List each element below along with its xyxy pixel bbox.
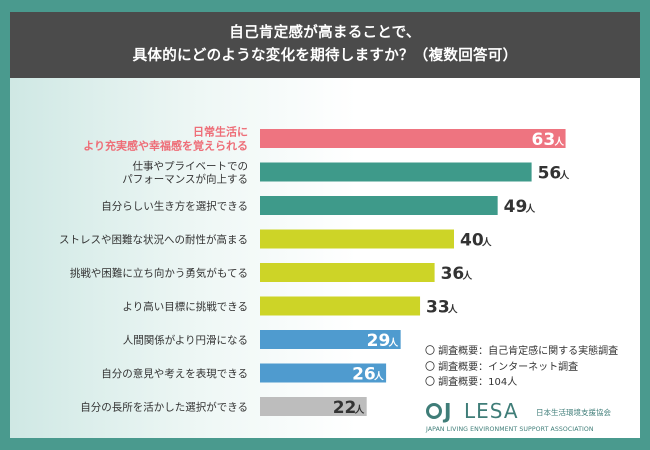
value-label: 49 [504,197,528,217]
category-label: 自分の長所を活かした選択ができる [80,401,248,414]
note-line: 〇 調査概要：104人 [425,377,518,388]
bar [260,296,421,316]
unit-label: 人 [355,404,365,416]
bar [260,263,435,282]
note-line: 〇 調査概要：インターネット調査 [425,361,579,373]
bar [260,363,387,383]
bar [260,330,401,349]
logo-japanese-name: 日本生活環境支援協会 [536,408,611,417]
category-label: 自分らしい生き方を選択できる [101,200,248,213]
note-line: 〇 調査概要：自己肯定感に関する実態調査 [425,346,619,357]
value-label: 56 [538,164,562,184]
unit-label: 人 [555,136,565,148]
value-label: 63 [532,130,556,150]
bar [260,397,367,416]
value-label: 33 [426,298,450,318]
unit-label: 人 [463,270,473,282]
bar [260,162,532,182]
category-label: より充実感や幸福感を覚えられる [83,139,248,153]
value-label: 29 [367,331,391,351]
category-label: より高い目標に挑戦できる [122,300,248,313]
logo-mark-letter: J [444,399,452,423]
title-line-1: 自己肯定感が高まることで、 [229,25,421,41]
value-label: 26 [352,365,376,385]
category-label: 自分の意見や考えを表現できる [101,367,248,380]
unit-label: 人 [560,170,570,182]
survey-notes: 〇 調査概要：自己肯定感に関する実態調査 〇 調査概要：インターネット調査 〇 … [425,344,618,391]
logo-circle-icon [426,403,442,419]
lesa-logo: J LESA 日本生活環境支援協会 JAPAN LIVING ENVIRONME… [426,400,626,434]
value-label: 22 [333,398,357,418]
value-label: 40 [460,231,484,251]
bar [260,129,566,148]
logo-mark: J [426,400,462,422]
category-label: 人間関係がより円滑になる [123,334,248,347]
category-label: ストレスや困難な状況への耐性が高まる [59,233,248,246]
unit-label: 人 [526,203,536,215]
bar [260,196,498,215]
category-label: 仕事やプライベートでの [133,160,249,173]
category-label: 挑戦や困難に立ち向かう勇気がもてる [70,267,248,280]
bar [260,229,454,249]
unit-label: 人 [374,371,384,383]
chart-card: 自己肯定感が高まることで、 具体的にどのような変化を期待しますか？（複数回答可）… [10,12,640,438]
category-label: 日常生活に [193,125,248,139]
logo-name: LESA [464,399,519,423]
chart-title: 自己肯定感が高まることで、 具体的にどのような変化を期待しますか？（複数回答可） [10,12,640,78]
logo-english-name: JAPAN LIVING ENVIRONMENT SUPPORT ASSOCIA… [426,426,594,433]
category-label: パフォーマンスが向上する [122,173,248,186]
value-label: 36 [441,264,465,284]
unit-label: 人 [389,337,399,349]
unit-label: 人 [482,237,492,249]
unit-label: 人 [448,304,458,316]
title-line-2: 具体的にどのような変化を期待しますか？（複数回答可） [132,48,518,64]
